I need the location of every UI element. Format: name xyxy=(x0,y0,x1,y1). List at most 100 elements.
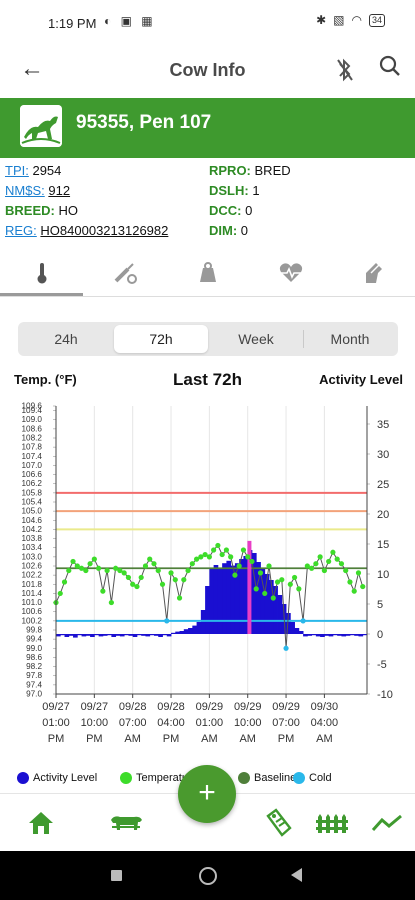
heart-rate-icon xyxy=(279,263,302,282)
activity-bar xyxy=(234,563,240,634)
back-system-icon[interactable] xyxy=(291,868,302,882)
activity-bar xyxy=(90,634,95,637)
temperature-point xyxy=(121,570,127,576)
chart-title: Last 72h xyxy=(173,370,242,389)
temperature-point xyxy=(291,574,298,581)
legend-dot-icon xyxy=(293,772,305,784)
tab-indicator xyxy=(0,293,83,296)
temperature-point xyxy=(219,551,225,558)
y-tick-label: 107.0 xyxy=(22,461,43,470)
temperature-point xyxy=(287,581,293,587)
temperature-point xyxy=(104,567,110,574)
nav-reports[interactable] xyxy=(370,808,404,838)
status-time: 1:19 PM xyxy=(48,16,97,31)
x-tick-label: 09/29 xyxy=(234,701,262,713)
info-label[interactable]: TPI: xyxy=(5,163,29,178)
temperature-point xyxy=(189,561,195,567)
tab-care[interactable] xyxy=(332,250,415,296)
x-tick-label: PM xyxy=(278,733,295,745)
info-reg[interactable]: REG: HO840003213126982 xyxy=(5,221,168,241)
x-tick-label: AM xyxy=(239,733,256,745)
legend-dot-icon xyxy=(238,772,250,784)
temperature-point xyxy=(155,567,161,574)
recents-icon[interactable] xyxy=(111,870,122,881)
temperature-point xyxy=(172,577,178,583)
range-24h[interactable]: 24h xyxy=(54,331,78,347)
info-value: 0 xyxy=(240,223,249,238)
activity-bar xyxy=(324,634,330,636)
temperature-point xyxy=(181,577,187,583)
temperature-activity-chart[interactable]: 97.097.497.898.298.699.099.499.8100.2100… xyxy=(0,396,415,766)
info-value: 1 xyxy=(252,183,260,198)
activity-bar xyxy=(328,634,334,637)
range-week[interactable]: Week xyxy=(238,331,274,347)
info-label[interactable]: REG: xyxy=(5,223,37,238)
temperature-point xyxy=(130,581,136,587)
activity-bar xyxy=(136,634,142,636)
info-value: 2954 xyxy=(32,163,62,178)
search-icon[interactable] xyxy=(378,54,402,78)
temperature-point xyxy=(313,561,319,567)
home-icon xyxy=(29,812,53,834)
thermometer-icon xyxy=(37,263,46,284)
x-tick-label: 09/28 xyxy=(157,701,185,713)
activity-bar xyxy=(320,634,325,637)
activity-bar xyxy=(56,634,61,637)
temperature-point xyxy=(66,567,72,574)
wifi-icon: ◠ xyxy=(351,13,362,27)
nav-home[interactable] xyxy=(26,808,56,838)
add-button[interactable]: + xyxy=(178,765,236,823)
activity-bar xyxy=(153,634,159,636)
temperature-point xyxy=(257,570,264,576)
temperature-point xyxy=(113,565,119,571)
info-value: HO xyxy=(58,203,78,218)
activity-bar xyxy=(362,634,368,636)
info-tpi[interactable]: TPI: 2954 xyxy=(5,161,61,181)
activity-bar xyxy=(111,634,117,637)
bluetooth-off-icon[interactable] xyxy=(336,57,354,83)
tab-weight[interactable] xyxy=(166,250,249,296)
activity-bar xyxy=(256,562,261,634)
y-tick-label: 97.0 xyxy=(26,690,42,699)
activity-bar xyxy=(315,634,321,637)
range-72h[interactable]: 72h xyxy=(114,325,208,353)
temperature-point xyxy=(338,561,345,567)
y-tick-label: 102.2 xyxy=(22,571,43,580)
tab-temperature[interactable] xyxy=(0,250,83,296)
info-label[interactable]: NM$S: xyxy=(5,183,45,198)
app-bar: ← Cow Info xyxy=(0,42,415,98)
temperature-point xyxy=(309,565,315,571)
range-month[interactable]: Month xyxy=(330,331,370,347)
chart-legend: Activity Level Temperature Baseline Cold xyxy=(0,769,415,789)
y-tick-label: 97.8 xyxy=(26,671,42,680)
right-axis-title: Activity Level xyxy=(319,372,403,387)
info-nms[interactable]: NM$S: 912 xyxy=(5,181,70,201)
nav-pens[interactable] xyxy=(314,808,350,838)
x-tick-label: 04:00 xyxy=(311,717,339,729)
temperature-point xyxy=(142,563,149,569)
legend-label: Activity Level xyxy=(33,772,98,784)
activity-bar xyxy=(290,622,295,634)
nav-tags[interactable] xyxy=(262,808,296,838)
y-tick-label: 100.2 xyxy=(22,616,43,625)
nav-herd[interactable] xyxy=(106,808,146,838)
cow-title: 95355, Pen 107 xyxy=(76,112,212,133)
temperature-point xyxy=(138,574,144,581)
activity-bar xyxy=(171,632,176,634)
y-tick-label: 103.0 xyxy=(22,552,43,561)
info-dslh: DSLH: 1 xyxy=(209,181,260,201)
back-arrow-icon[interactable]: ← xyxy=(20,55,44,82)
activity-bar xyxy=(264,574,270,634)
y-tick-label: 105.8 xyxy=(22,488,43,497)
home-system-icon[interactable] xyxy=(199,867,217,885)
scale-icon xyxy=(199,262,216,282)
tab-health[interactable] xyxy=(249,250,332,296)
y-tick-label: 101.8 xyxy=(22,580,43,589)
tab-treatment[interactable] xyxy=(83,250,166,296)
temperature-point xyxy=(355,570,362,576)
temperature-point xyxy=(134,583,140,590)
activity-bar xyxy=(179,631,185,634)
info-dim: DIM: 0 xyxy=(209,221,248,241)
temperature-point xyxy=(347,579,353,585)
activity-bar xyxy=(349,634,355,636)
